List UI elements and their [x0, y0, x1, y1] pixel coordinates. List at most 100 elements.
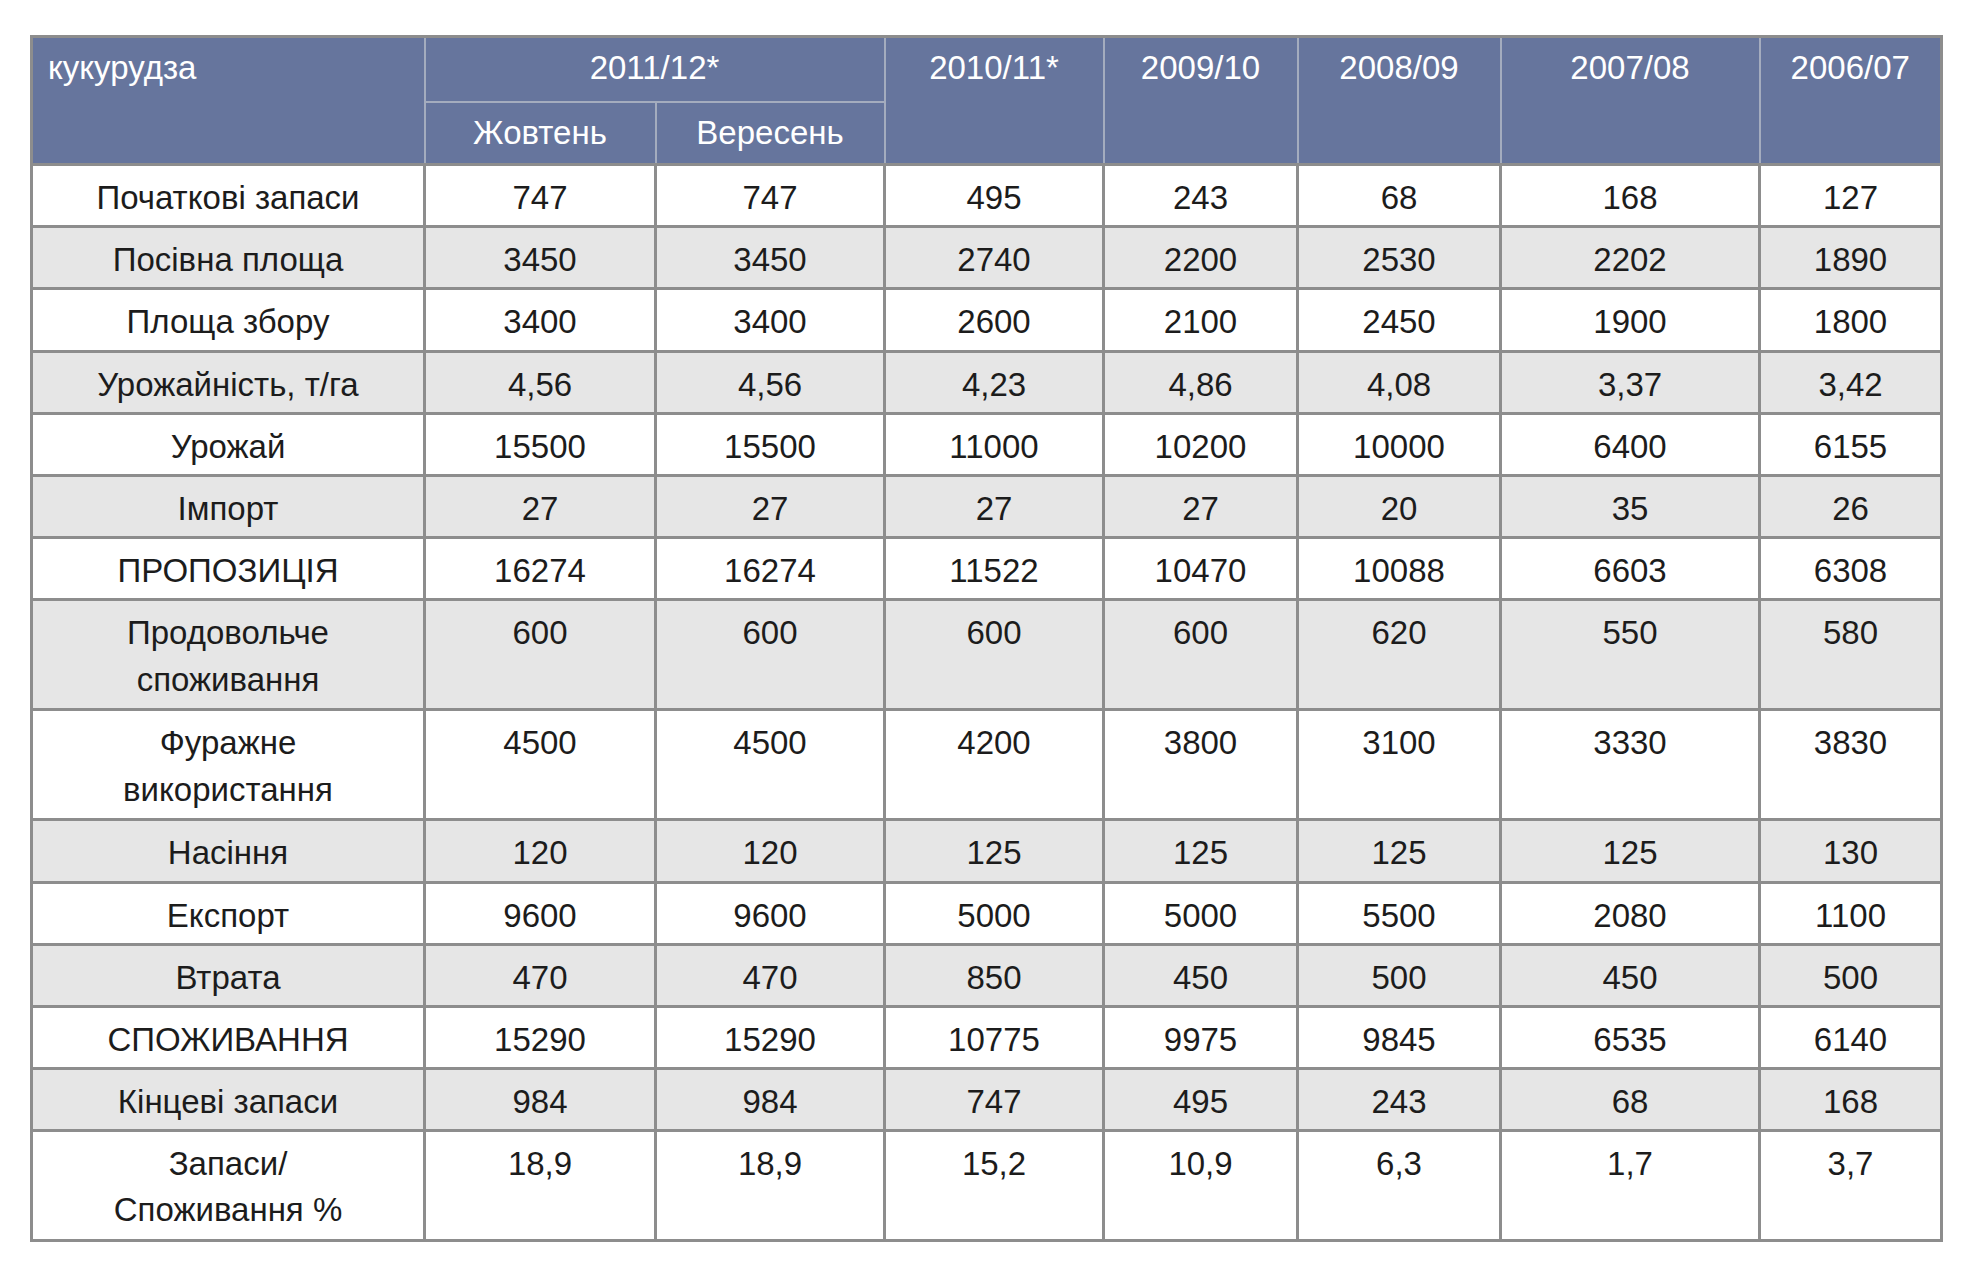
cell: 11522: [885, 538, 1104, 600]
cell: 6140: [1760, 1006, 1942, 1068]
cell: 4500: [656, 710, 885, 820]
cell: 3,7: [1760, 1131, 1942, 1241]
cell: 2200: [1104, 227, 1298, 289]
table-row: Фуражне використання 4500 4500 4200 3800…: [32, 710, 1942, 820]
cell: 68: [1298, 165, 1501, 227]
cell: 850: [885, 944, 1104, 1006]
slide-background: кукурудза 2011/12* 2010/11* 2009/10 2008…: [0, 0, 1968, 1242]
cell: 3330: [1501, 710, 1760, 820]
cell: 4,86: [1104, 351, 1298, 413]
cell: 6308: [1760, 538, 1942, 600]
cell: 11000: [885, 413, 1104, 475]
row-label: Запаси/ Споживання %: [32, 1131, 425, 1241]
column-header-2011-12: 2011/12*: [425, 37, 885, 102]
cell: 600: [425, 600, 656, 710]
cell: 495: [1104, 1069, 1298, 1131]
cell: 125: [885, 820, 1104, 882]
cell: 5500: [1298, 882, 1501, 944]
cell: 10775: [885, 1006, 1104, 1068]
cell: 68: [1501, 1069, 1760, 1131]
cell: 500: [1298, 944, 1501, 1006]
cell: 2450: [1298, 289, 1501, 351]
cell: 3100: [1298, 710, 1501, 820]
cell: 620: [1298, 600, 1501, 710]
cell: 2202: [1501, 227, 1760, 289]
table-row: Експорт 9600 9600 5000 5000 5500 2080 11…: [32, 882, 1942, 944]
cell: 5000: [885, 882, 1104, 944]
table-row: Запаси/ Споживання % 18,9 18,9 15,2 10,9…: [32, 1131, 1942, 1241]
cell: 3800: [1104, 710, 1298, 820]
cell: 3830: [1760, 710, 1942, 820]
cell: 6535: [1501, 1006, 1760, 1068]
row-label: Втрата: [32, 944, 425, 1006]
table-row: Імпорт 27 27 27 27 20 35 26: [32, 475, 1942, 537]
row-label: Урожайність, т/га: [32, 351, 425, 413]
table-row: Посівна площа 3450 3450 2740 2200 2530 2…: [32, 227, 1942, 289]
cell: 15,2: [885, 1131, 1104, 1241]
cell: 35: [1501, 475, 1760, 537]
row-label: Початкові запаси: [32, 165, 425, 227]
cell: 27: [425, 475, 656, 537]
cell: 2100: [1104, 289, 1298, 351]
table-row: Втрата 470 470 850 450 500 450 500: [32, 944, 1942, 1006]
cell: 20: [1298, 475, 1501, 537]
cell: 4,23: [885, 351, 1104, 413]
cell: 1100: [1760, 882, 1942, 944]
cell: 600: [1104, 600, 1298, 710]
cell: 125: [1298, 820, 1501, 882]
cell: 27: [885, 475, 1104, 537]
cell: 125: [1501, 820, 1760, 882]
cell: 4,08: [1298, 351, 1501, 413]
cell: 10,9: [1104, 1131, 1298, 1241]
column-header-2007-08: 2007/08: [1501, 37, 1760, 165]
cell: 600: [885, 600, 1104, 710]
cell: 4,56: [656, 351, 885, 413]
cell: 495: [885, 165, 1104, 227]
cell: 9975: [1104, 1006, 1298, 1068]
cell: 4200: [885, 710, 1104, 820]
cell: 3450: [425, 227, 656, 289]
column-header-september: Вересень: [656, 102, 885, 165]
cell: 27: [1104, 475, 1298, 537]
cell: 18,9: [425, 1131, 656, 1241]
cell: 450: [1104, 944, 1298, 1006]
cell: 168: [1760, 1069, 1942, 1131]
cell: 243: [1104, 165, 1298, 227]
cell: 10200: [1104, 413, 1298, 475]
cell: 500: [1760, 944, 1942, 1006]
cell: 10000: [1298, 413, 1501, 475]
cell: 15290: [425, 1006, 656, 1068]
table-row: ПРОПОЗИЦІЯ 16274 16274 11522 10470 10088…: [32, 538, 1942, 600]
table-row: Насіння 120 120 125 125 125 125 130: [32, 820, 1942, 882]
cell: 9600: [425, 882, 656, 944]
cell: 168: [1501, 165, 1760, 227]
cell: 2080: [1501, 882, 1760, 944]
table-row: Кінцеві запаси 984 984 747 495 243 68 16…: [32, 1069, 1942, 1131]
row-label: Імпорт: [32, 475, 425, 537]
cell: 26: [1760, 475, 1942, 537]
column-header-october: Жовтень: [425, 102, 656, 165]
cell: 2600: [885, 289, 1104, 351]
cell: 9845: [1298, 1006, 1501, 1068]
row-label: СПОЖИВАННЯ: [32, 1006, 425, 1068]
cell: 3400: [656, 289, 885, 351]
row-label: Посівна площа: [32, 227, 425, 289]
cell: 5000: [1104, 882, 1298, 944]
row-label: Площа збору: [32, 289, 425, 351]
cell: 6,3: [1298, 1131, 1501, 1241]
column-header-2010-11: 2010/11*: [885, 37, 1104, 165]
cell: 6603: [1501, 538, 1760, 600]
cell: 4,56: [425, 351, 656, 413]
cell: 15500: [656, 413, 885, 475]
cell: 2740: [885, 227, 1104, 289]
cell: 1900: [1501, 289, 1760, 351]
header-row-years: кукурудза 2011/12* 2010/11* 2009/10 2008…: [32, 37, 1942, 102]
cell: 1,7: [1501, 1131, 1760, 1241]
cell: 470: [425, 944, 656, 1006]
cell: 10088: [1298, 538, 1501, 600]
cell: 2530: [1298, 227, 1501, 289]
cell: 243: [1298, 1069, 1501, 1131]
table-row: Урожай 15500 15500 11000 10200 10000 640…: [32, 413, 1942, 475]
table-row: Початкові запаси 747 747 495 243 68 168 …: [32, 165, 1942, 227]
row-label: Кінцеві запаси: [32, 1069, 425, 1131]
